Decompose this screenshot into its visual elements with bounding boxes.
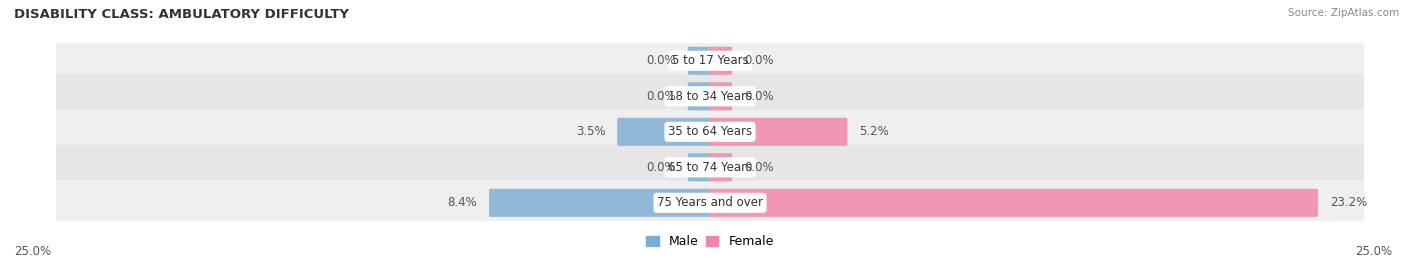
Text: 18 to 34 Years: 18 to 34 Years xyxy=(668,90,752,103)
FancyBboxPatch shape xyxy=(709,153,733,181)
Text: 5 to 17 Years: 5 to 17 Years xyxy=(672,54,748,67)
Text: 5.2%: 5.2% xyxy=(859,125,889,138)
FancyBboxPatch shape xyxy=(52,145,1368,190)
FancyBboxPatch shape xyxy=(709,189,1317,217)
Text: 25.0%: 25.0% xyxy=(1355,245,1392,258)
Text: 75 Years and over: 75 Years and over xyxy=(657,196,763,209)
Text: 65 to 74 Years: 65 to 74 Years xyxy=(668,161,752,174)
Text: 0.0%: 0.0% xyxy=(744,54,773,67)
FancyBboxPatch shape xyxy=(52,38,1368,83)
FancyBboxPatch shape xyxy=(709,82,733,110)
Text: 0.0%: 0.0% xyxy=(744,90,773,103)
FancyBboxPatch shape xyxy=(688,47,711,75)
FancyBboxPatch shape xyxy=(709,47,733,75)
FancyBboxPatch shape xyxy=(709,118,848,146)
Text: 35 to 64 Years: 35 to 64 Years xyxy=(668,125,752,138)
Text: DISABILITY CLASS: AMBULATORY DIFFICULTY: DISABILITY CLASS: AMBULATORY DIFFICULTY xyxy=(14,8,349,21)
Text: 0.0%: 0.0% xyxy=(647,54,676,67)
FancyBboxPatch shape xyxy=(489,189,711,217)
FancyBboxPatch shape xyxy=(52,74,1368,119)
FancyBboxPatch shape xyxy=(688,153,711,181)
Text: 0.0%: 0.0% xyxy=(744,161,773,174)
FancyBboxPatch shape xyxy=(52,180,1368,225)
FancyBboxPatch shape xyxy=(688,82,711,110)
FancyBboxPatch shape xyxy=(52,109,1368,154)
Text: 0.0%: 0.0% xyxy=(647,90,676,103)
Text: 3.5%: 3.5% xyxy=(576,125,606,138)
Text: 0.0%: 0.0% xyxy=(647,161,676,174)
FancyBboxPatch shape xyxy=(617,118,711,146)
Text: 23.2%: 23.2% xyxy=(1330,196,1367,209)
Legend: Male, Female: Male, Female xyxy=(641,230,779,253)
Text: Source: ZipAtlas.com: Source: ZipAtlas.com xyxy=(1288,8,1399,18)
Text: 8.4%: 8.4% xyxy=(447,196,477,209)
Text: 25.0%: 25.0% xyxy=(14,245,51,258)
